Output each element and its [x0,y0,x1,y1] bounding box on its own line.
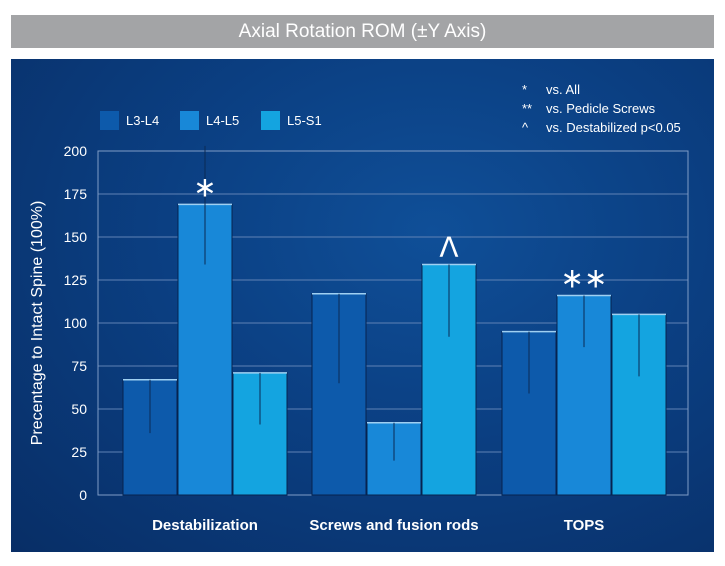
note-symbol: ** [522,101,532,116]
chart-panel: 0 25 50 75 100 125 150 175 200 ∗ Destabilization Λ S… [11,59,714,552]
y-tick-label: 150 [64,229,88,245]
note-symbol: ^ [522,120,529,135]
significance-mark: ∗∗ [561,261,608,294]
category-label: Screws and fusion rods [309,517,478,534]
category-label: Destabilization [152,517,258,534]
note-text: vs. Destabilized p<0.05 [546,120,681,135]
y-axis-label: Precentage to Intact Spine (100%) [29,201,46,446]
category-label: TOPS [564,517,605,534]
y-tick-label: 0 [79,487,87,503]
y-tick-label: 75 [71,358,87,374]
bar-chart: 0 25 50 75 100 125 150 175 200 ∗ Destabilization Λ S… [29,82,689,534]
legend-label: L3-L4 [126,113,159,128]
legend-swatch [100,111,119,130]
bar [122,379,178,496]
note-symbol: * [522,82,527,97]
note-text: vs. Pedicle Screws [546,101,656,116]
significance-mark: Λ [439,231,458,264]
y-tick-label: 175 [64,186,88,202]
y-tick-label: 100 [64,315,88,331]
y-tick-label: 200 [64,143,88,159]
legend-swatch [261,111,280,130]
legend-label: L5-S1 [287,113,322,128]
note-text: vs. All [546,82,580,97]
legend-label: L4-L5 [206,113,239,128]
significance-mark: ∗ [193,170,216,203]
legend-swatch [180,111,199,130]
y-tick-label: 50 [71,401,87,417]
chart-title: Axial Rotation ROM (±Y Axis) [11,15,714,48]
y-tick-label: 125 [64,272,88,288]
y-tick-label: 25 [71,444,87,460]
